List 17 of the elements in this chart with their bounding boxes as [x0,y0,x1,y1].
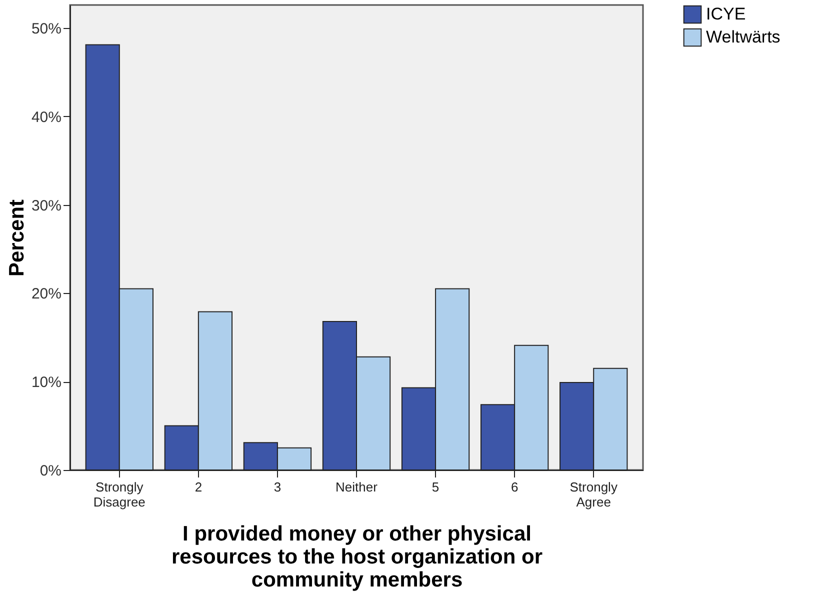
y-tick-label: 10% [31,374,62,392]
x-tick-label: 6 [510,480,518,494]
x-tick-label: 3 [274,480,282,494]
y-tick-label: 50% [31,20,62,38]
x-tick-label: Strongly Disagree [93,480,146,510]
legend-label: ICYE [706,4,746,24]
y-axis-title: Percent [5,199,28,277]
x-tick-label: Strongly Agree [570,480,618,510]
x-tick-label: 2 [194,480,202,494]
x-tick-label: 5 [432,480,440,494]
x-tick-label: Neither [336,480,378,494]
y-tick-label: 20% [31,286,62,303]
y-tick-label: 30% [31,197,62,214]
legend-label: Weltwärts [706,28,780,46]
y-tick-label: 0% [40,462,62,480]
y-tick-label: 40% [31,108,62,126]
x-axis-title: I provided money or other physical resources to the host organization or community members [171,522,543,592]
